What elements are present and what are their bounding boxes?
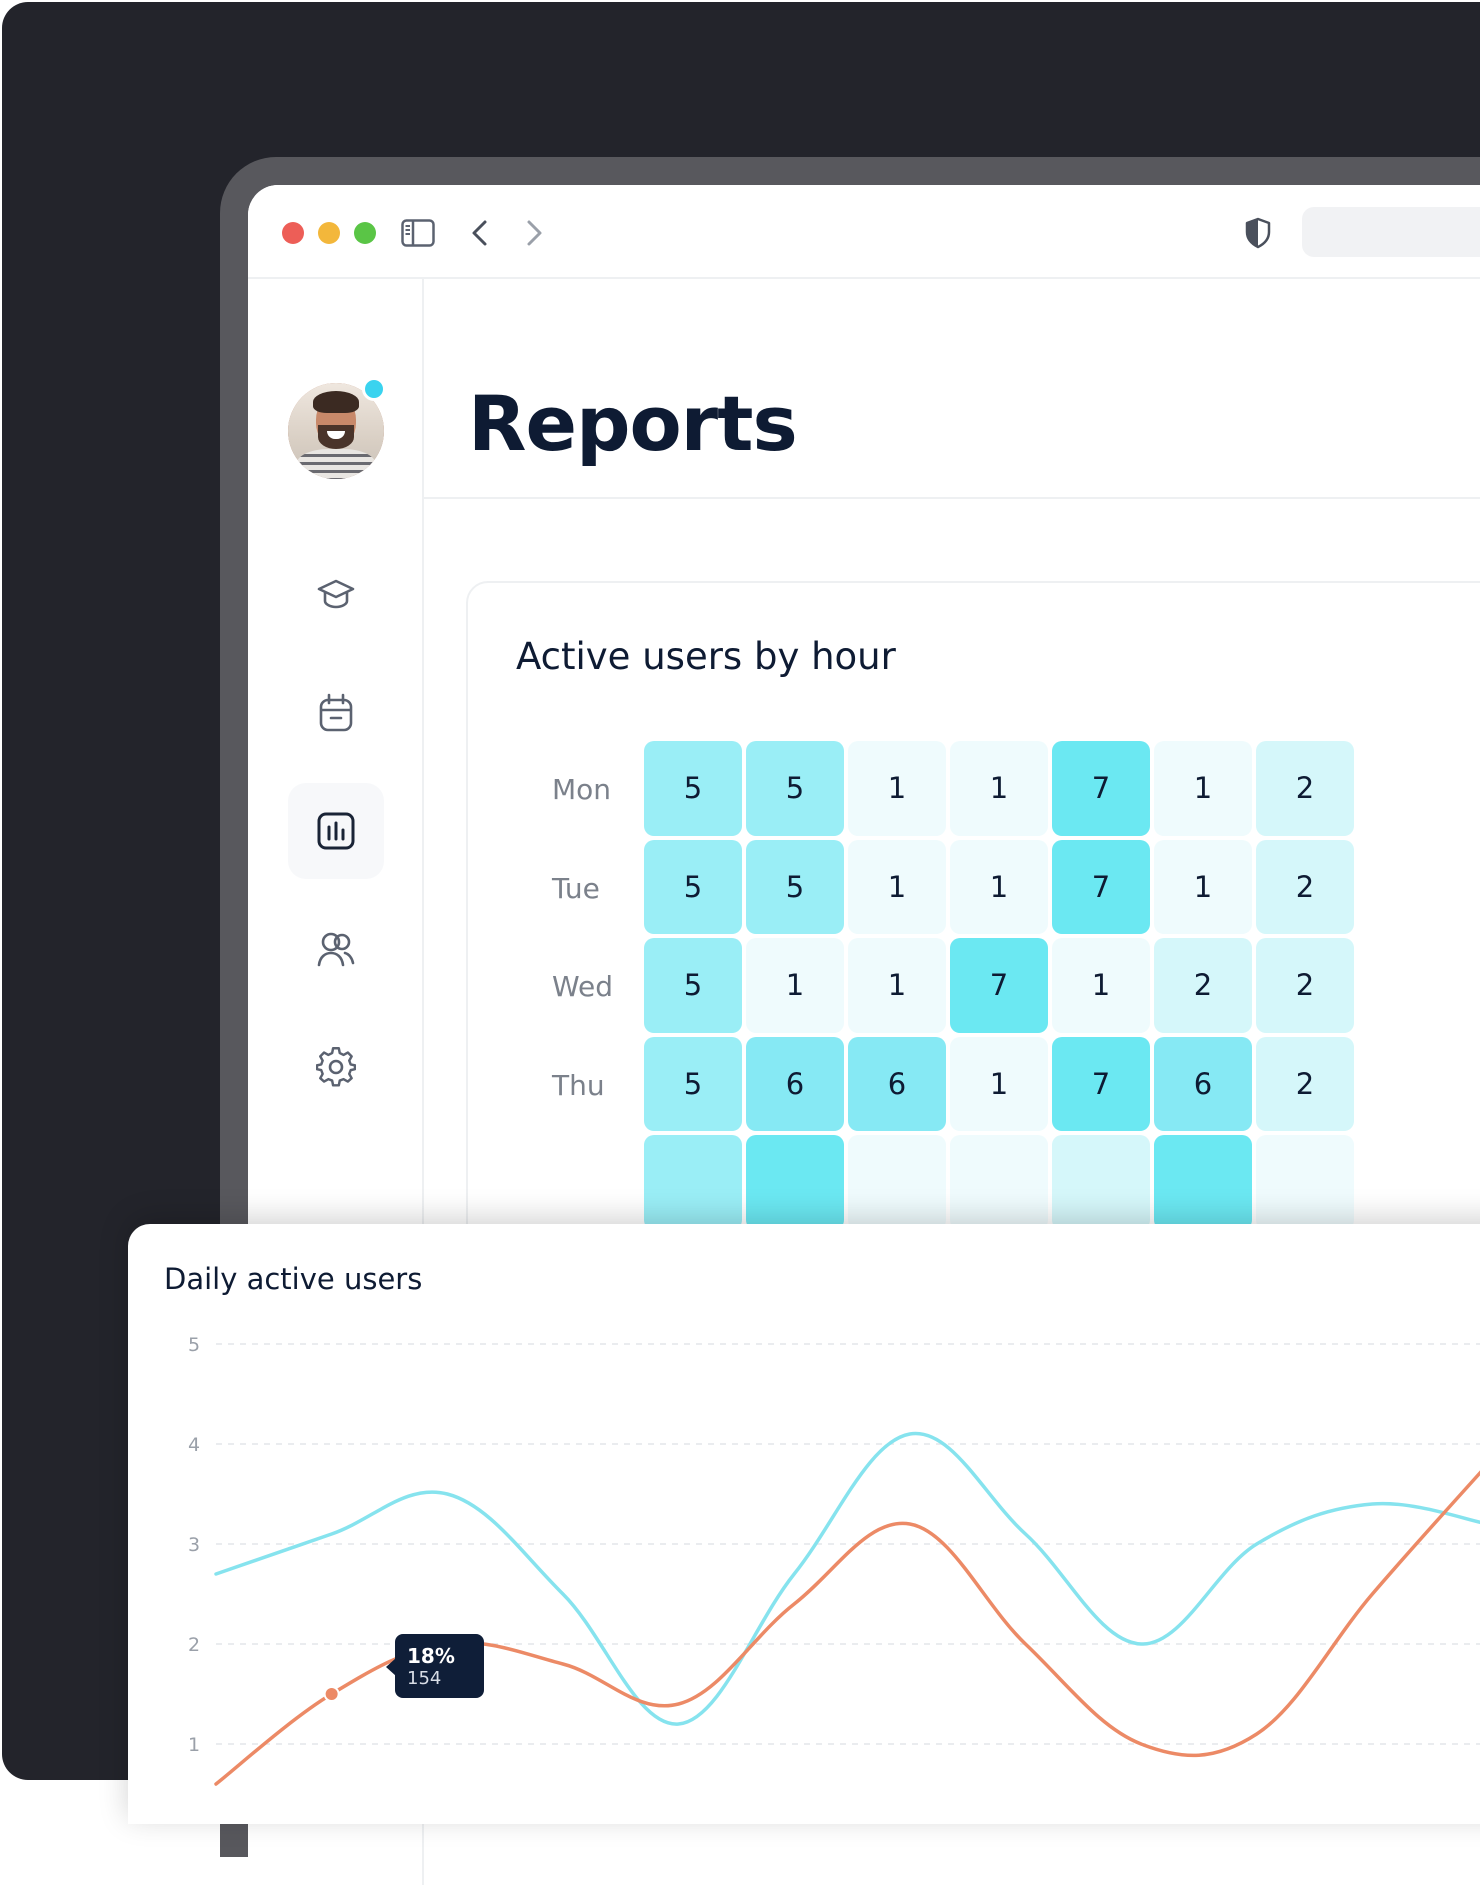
heatmap-cell[interactable]: 5 bbox=[644, 938, 742, 1033]
maximize-window-button[interactable] bbox=[354, 222, 376, 244]
bar-chart-icon bbox=[317, 812, 355, 850]
heatmap-cell[interactable]: 1 bbox=[1154, 839, 1252, 934]
y-tick-label: 3 bbox=[188, 1534, 200, 1556]
heatmap-cell[interactable]: 1 bbox=[848, 741, 946, 836]
heatmap-cell[interactable]: 1 bbox=[950, 1036, 1048, 1131]
sidebar-item-courses[interactable] bbox=[288, 547, 384, 643]
graduation-cap-icon bbox=[317, 579, 355, 609]
sidebar-item-users[interactable] bbox=[288, 901, 384, 997]
heatmap-cell[interactable] bbox=[1256, 1135, 1354, 1230]
tooltip-point bbox=[323, 1686, 340, 1702]
heatmap-day-label: Mon bbox=[552, 773, 612, 806]
heatmap-cell[interactable]: 7 bbox=[1052, 1036, 1150, 1131]
heatmap-cell[interactable] bbox=[644, 1135, 742, 1230]
heatmap-cell[interactable]: 5 bbox=[644, 741, 742, 836]
heatmap-cell[interactable]: 1 bbox=[950, 839, 1048, 934]
y-tick-label: 5 bbox=[188, 1334, 200, 1356]
sidebar-item-reports[interactable] bbox=[288, 783, 384, 879]
heatmap-cell[interactable]: 5 bbox=[644, 839, 742, 934]
page-title: Reports bbox=[468, 379, 798, 468]
heatmap-cell[interactable]: 1 bbox=[848, 839, 946, 934]
series-line-1 bbox=[214, 1431, 1480, 1726]
heatmap-cell[interactable]: 2 bbox=[1256, 839, 1354, 934]
line-chart: 1 2 3 4 5 bbox=[188, 1334, 1480, 1786]
heatmap-cell[interactable]: 5 bbox=[746, 839, 844, 934]
heatmap-cell[interactable]: 1 bbox=[848, 938, 946, 1033]
heatmap-title: Active users by hour bbox=[516, 635, 896, 678]
heatmap-cell[interactable]: 2 bbox=[1256, 938, 1354, 1033]
heatmap-cell[interactable]: 1 bbox=[746, 938, 844, 1033]
sidebar-item-calendar[interactable] bbox=[288, 665, 384, 761]
heatmap-cell[interactable] bbox=[848, 1135, 946, 1230]
y-tick-label: 4 bbox=[188, 1434, 200, 1456]
close-window-button[interactable] bbox=[282, 222, 304, 244]
chart-title: Daily active users bbox=[164, 1262, 423, 1296]
online-status-dot bbox=[362, 377, 386, 401]
heatmap-cell[interactable]: 2 bbox=[1256, 741, 1354, 836]
y-tick-label: 1 bbox=[188, 1734, 200, 1756]
tooltip-percent: 18% bbox=[407, 1644, 455, 1668]
heatmap-day-label: Tue bbox=[552, 871, 600, 905]
heatmap-cell[interactable]: 2 bbox=[1256, 1036, 1354, 1131]
window-titlebar bbox=[248, 185, 1480, 279]
heatmap-cell[interactable] bbox=[1052, 1135, 1150, 1230]
series-line-2 bbox=[214, 1470, 1480, 1786]
heatmap-cell[interactable]: 6 bbox=[1154, 1036, 1252, 1131]
daily-active-users-card: Daily active users 1 2 3 4 5 18% 154 bbox=[128, 1224, 1480, 1824]
heatmap-cell[interactable]: 6 bbox=[848, 1036, 946, 1131]
heatmap-cell[interactable]: 7 bbox=[1052, 741, 1150, 836]
heatmap-day-label: Thu bbox=[552, 1068, 605, 1102]
address-bar[interactable] bbox=[1302, 207, 1480, 257]
y-tick-label: 2 bbox=[188, 1634, 200, 1656]
sidebar-item-settings[interactable] bbox=[288, 1019, 384, 1115]
heatmap-cell[interactable]: 1 bbox=[950, 741, 1048, 836]
shield-icon[interactable] bbox=[1238, 213, 1278, 253]
heatmap-cell[interactable] bbox=[950, 1135, 1048, 1230]
chart-tooltip: 18% 154 bbox=[386, 1634, 484, 1698]
heatmap-cell[interactable]: 2 bbox=[1154, 938, 1252, 1033]
page-header: Reports bbox=[424, 279, 1480, 499]
heatmap-cell[interactable]: 6 bbox=[746, 1036, 844, 1131]
back-arrow-icon[interactable] bbox=[460, 213, 500, 253]
heatmap-cell[interactable]: 7 bbox=[950, 938, 1048, 1033]
sidebar-toggle-icon[interactable] bbox=[398, 213, 438, 253]
users-icon bbox=[317, 932, 355, 967]
heatmap-cell[interactable]: 7 bbox=[1052, 839, 1150, 934]
heatmap-cell[interactable]: 1 bbox=[1154, 741, 1252, 836]
gear-icon bbox=[316, 1047, 356, 1087]
heatmap-cell[interactable]: 5 bbox=[746, 741, 844, 836]
heatmap-cell[interactable] bbox=[1154, 1135, 1252, 1230]
heatmap-cell[interactable] bbox=[746, 1135, 844, 1230]
heatmap-day-label: Wed bbox=[552, 970, 614, 1003]
calendar-icon bbox=[319, 693, 353, 732]
minimize-window-button[interactable] bbox=[318, 222, 340, 244]
heatmap-cell[interactable]: 1 bbox=[1052, 938, 1150, 1033]
tooltip-count: 154 bbox=[407, 1668, 442, 1689]
forward-arrow-icon[interactable] bbox=[514, 213, 554, 253]
heatmap-cell[interactable]: 5 bbox=[644, 1036, 742, 1131]
